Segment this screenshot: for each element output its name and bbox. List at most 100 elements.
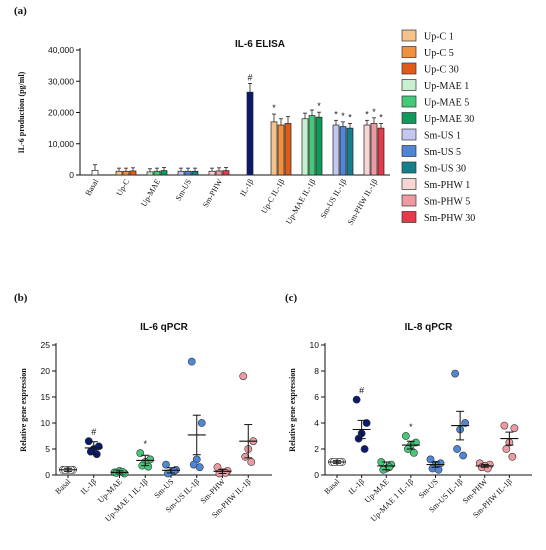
panel-a-bar [208,170,216,176]
panel-c-xtick-label: Up-MAE 1 IL-1β [369,477,415,523]
panel-a-annotation: * [341,111,345,121]
panel-c-data-point [409,448,418,457]
panel-a-bar [153,170,161,176]
panel-a-legend-swatch [401,62,417,75]
panel-a-bar [122,170,130,176]
panel-b: (b) IL-6 qPCR 0 5 10 15 20 25 Relative gene expr… [14,292,272,523]
panel-a-bar [184,170,192,176]
panel-b-label: (b) [14,292,28,304]
panel-a-legend-swatch [401,178,417,190]
panel-b-ytick-label: 15 [41,392,51,402]
panel-a-ytick-label: 40,000 [48,45,74,55]
panel-a-title: IL-6 ELISA [235,39,285,50]
panel-a: (a) IL-6 ELISA 0 10,000 20,000 30,000 40,000 IL… [14,5,475,226]
panel-b-ytick-label: 20 [41,366,51,376]
panel-a-bar [222,170,230,176]
panel-a-bar [346,127,354,176]
panel-c-data-point [510,424,519,433]
panel-a-y-label: IL-6 production (pg/ml) [17,71,26,153]
panel-a-annotation: * [334,109,338,119]
panel-a-bar [315,116,323,176]
panel-a-bar [115,170,123,176]
panel-a-legend-swatch [401,128,417,141]
panel-a-bar [370,123,378,176]
panel-c-annotation: * [409,422,413,432]
panel-b-data-point [144,462,153,471]
panel-a-legend-swatch [401,46,417,58]
panel-b-data-point [197,419,206,427]
panel-a-bar [284,123,292,176]
panel-a-bar [277,124,285,176]
panel-c-data-point [508,452,517,461]
panel-a-legend-label: Sm-PHW 30 [424,213,475,224]
panel-c-ytick-label: 2 [314,444,319,454]
panel-a-bar [160,170,168,176]
panel-a-annotation: * [272,103,276,113]
panel-c: (c) IL-8 qPCR 0 2 4 6 8 10 Relative gene express… [285,292,532,523]
panel-c-xtick-label: IL-1β [347,477,366,496]
panel-c-data-point [451,369,460,378]
panel-c-data-point [401,432,410,440]
panel-b-data-point [239,372,248,381]
panel-a-xtick-label: Sm-PHW IL-1β [346,178,379,227]
panel-a-bar [301,118,309,176]
panel-c-title: IL-8 qPCR [405,322,454,333]
panel-a-bar [177,170,185,176]
panel-a-bar [339,126,347,176]
panel-a-legend-label: Up-C 30 [424,65,459,76]
panel-c-y-label: Relative gene expression [288,368,297,452]
panel-a-annotation: # [247,72,252,82]
panel-c-data-point [459,451,468,460]
panel-a-legend-swatch [401,95,417,108]
panel-b-xtick-label: Basal [53,477,72,496]
panel-a-bar [363,124,371,176]
panel-b-data-point [162,460,170,469]
panel-b-ytick-label: 0 [45,470,50,480]
panel-a-legend-label: Up-MAE 1 [424,81,469,92]
panel-b-data-point [84,437,93,446]
panel-a-legend-swatch [401,194,417,207]
panel-a-xtick-label: Up-MAE IL-1β [284,178,317,226]
panel-a-ytick-label: 0 [69,170,74,180]
panel-a-legend-label: Up-C 5 [424,48,454,59]
panel-c-annotation: # [359,386,364,396]
panel-a-ytick-label: 10,000 [48,139,74,149]
panel-a-xtick-label: Up-MAE [139,177,162,208]
panel-a-legend-swatch [401,79,417,91]
panel-c-data-point [502,445,511,453]
panel-a-ytick-label: 20,000 [48,108,74,118]
panel-a-annotation: * [348,112,352,122]
panel-c-data-point [352,395,361,404]
panel-a-legend-label: Sm-US 1 [424,131,461,142]
panel-b-data-point [187,357,196,366]
panel-a-bar [332,124,340,176]
panel-b-data-point [247,458,256,466]
panel-c-data-point [360,445,369,453]
panel-a-legend-label: Sm-PHW 1 [424,180,470,191]
panel-c-label: (c) [285,292,298,304]
panel-c-data-point [426,455,435,464]
panel-a-legend-label: Up-C 1 [424,32,454,43]
panel-b-ytick-label: 10 [41,418,51,428]
panel-c-xtick-label: Basal [322,477,341,496]
panel-a-annotation: * [372,107,376,117]
panel-a-legend-swatch [401,29,417,42]
panel-a-annotation: * [365,109,369,119]
panel-a-bar [91,169,99,176]
panel-a-legend-label: Sm-US 30 [424,164,466,175]
panel-a-xtick-label: Up-C IL-1β [259,178,286,215]
panel-c-data-point [453,445,462,453]
panel-c-ytick-label: 0 [314,470,319,480]
panel-a-legend-label: Up-MAE 30 [424,114,474,125]
panel-a-bar [308,115,316,176]
panel-a-bar [129,170,137,176]
panel-a-legend-swatch [401,161,417,174]
panel-a-xtick-label: Up-C [115,178,132,198]
panel-a-legend-swatch [401,211,417,223]
panel-b-xtick-label: Sm-US [152,477,175,500]
panel-c-data-point [362,419,371,427]
panel-a-bar [191,170,199,176]
panel-a-annotation: * [317,101,321,111]
panel-c-ytick-label: 8 [314,366,319,376]
